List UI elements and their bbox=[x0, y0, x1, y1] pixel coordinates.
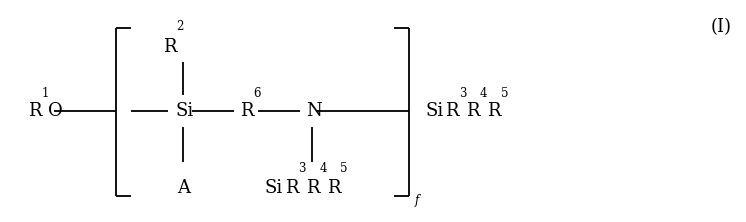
Text: 3: 3 bbox=[298, 162, 306, 175]
Text: R: R bbox=[487, 102, 501, 120]
Text: (I): (I) bbox=[710, 18, 731, 36]
Text: A: A bbox=[178, 178, 190, 197]
Text: 4: 4 bbox=[480, 87, 487, 100]
Text: R: R bbox=[445, 102, 459, 120]
Text: R: R bbox=[163, 38, 176, 56]
Text: f: f bbox=[415, 194, 419, 207]
Text: 1: 1 bbox=[42, 87, 49, 100]
Text: R: R bbox=[285, 178, 298, 197]
Text: 6: 6 bbox=[254, 87, 261, 100]
Text: 5: 5 bbox=[340, 162, 348, 175]
Text: R: R bbox=[327, 178, 340, 197]
Text: R: R bbox=[306, 178, 319, 197]
Text: R: R bbox=[28, 102, 42, 120]
Text: N: N bbox=[306, 102, 322, 120]
Text: Si: Si bbox=[425, 102, 443, 120]
Text: 4: 4 bbox=[319, 162, 327, 175]
Text: 3: 3 bbox=[459, 87, 466, 100]
Text: R: R bbox=[240, 102, 254, 120]
Text: Si: Si bbox=[265, 178, 283, 197]
Text: O: O bbox=[48, 102, 63, 120]
Text: 2: 2 bbox=[176, 20, 184, 33]
Text: R: R bbox=[466, 102, 480, 120]
Text: Si: Si bbox=[175, 102, 193, 120]
Text: 5: 5 bbox=[501, 87, 508, 100]
